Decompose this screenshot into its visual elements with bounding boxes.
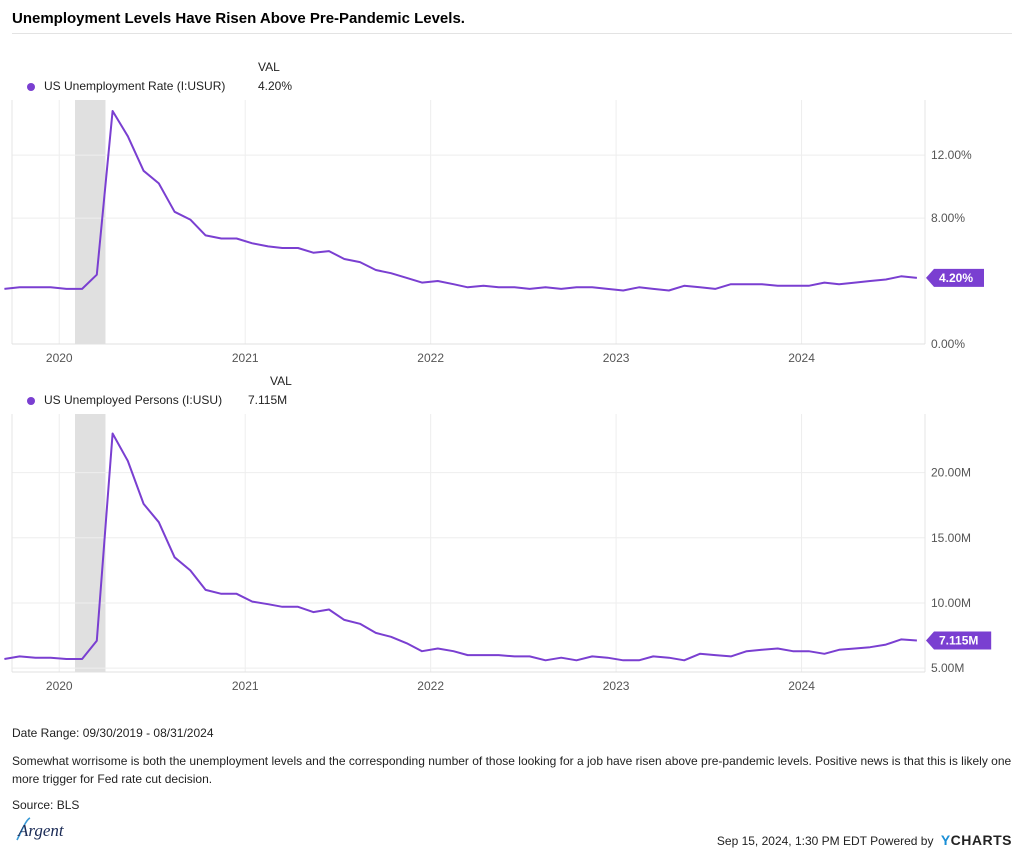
legend-series-value: 4.20% [258,79,293,93]
x-tick-label: 2020 [46,679,73,693]
date-range: Date Range: 09/30/2019 - 08/31/2024 [12,726,214,740]
y-tick-label: 8.00% [931,211,965,225]
x-tick-label: 2022 [417,679,444,693]
last-value-badge [926,268,984,287]
y-tick-label: 0.00% [931,337,965,351]
footer: Sep 15, 2024, 1:30 PM EDT Powered by YCH… [717,832,1012,848]
last-value-badge-label: 7.115M [939,634,978,648]
legend-header-val: VAL [258,60,280,74]
legend-item-unemployed-persons[interactable]: US Unemployed Persons (I:USU) [27,393,222,407]
y-tick-label: 12.00% [931,148,972,162]
last-value-badge [926,631,992,650]
x-tick-label: 2021 [232,351,259,365]
legend-item-unemployment-rate[interactable]: US Unemployment Rate (I:USUR) [27,79,225,93]
footer-timestamp: Sep 15, 2024, 1:30 PM EDT Powered by [716,834,934,848]
last-value-badge-label: 4.20% [939,271,973,285]
y-tick-label: 5.00M [931,661,964,675]
x-tick-label: 2020 [46,351,73,365]
recession-band [75,414,106,672]
ycharts-logo[interactable]: YCHARTS [941,832,1012,848]
title-divider [12,33,1012,34]
series-line [4,110,918,292]
x-tick-label: 2023 [603,679,630,693]
legend-dot-icon [27,82,35,91]
x-tick-label: 2024 [788,351,815,365]
y-tick-label: 20.00M [931,466,971,480]
y-tick-label: 15.00M [931,531,971,545]
legend-series-name: US Unemployment Rate (I:USUR) [44,79,226,93]
commentary-text: Somewhat worrisome is both the unemploym… [12,754,1012,786]
x-tick-label: 2023 [603,351,630,365]
argent-logo-text: Argent [17,821,65,840]
recession-band [75,100,106,344]
x-tick-label: 2021 [232,679,259,693]
x-tick-label: 2024 [788,679,815,693]
unemployed-persons-chart: 20.00M 15.00M 10.00M 5.00M 2020 2021 2022 2023 2… [4,414,992,693]
y-tick-label: 10.00M [931,596,971,610]
argent-logo: Argent [16,817,65,841]
unemployment-rate-chart: 12.00% 8.00% 0.00% 2020 2021 2022 2023 2024 4.20… [4,100,984,365]
legend-series-name: US Unemployed Persons (I:USU) [44,393,223,407]
ycharts-logo-y: Y [940,832,951,848]
series-line [4,432,917,662]
chart-title: Unemployment Levels Have Risen Above Pre… [12,10,465,27]
source-label: Source: BLS [12,798,80,812]
x-tick-label: 2022 [417,351,444,365]
legend-series-value: 7.115M [248,393,288,407]
legend-header-val: VAL [270,374,292,388]
ycharts-logo-rest: CHARTS [950,832,1012,848]
legend-dot-icon [27,396,35,405]
